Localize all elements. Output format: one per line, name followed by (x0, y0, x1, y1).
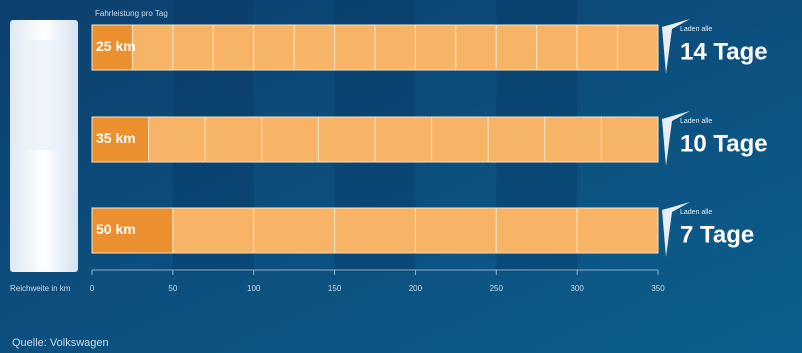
x-tick-label: 150 (328, 284, 342, 293)
segment (495, 24, 538, 71)
x-tick-label: 50 (168, 284, 177, 293)
x-tick-label: 100 (247, 284, 261, 293)
note: Laden alle (680, 118, 712, 125)
badge (662, 202, 690, 257)
segment (172, 24, 214, 71)
days-label: 7 Tage (680, 221, 754, 248)
segment (600, 116, 659, 163)
badge (662, 111, 690, 166)
segment (431, 116, 489, 163)
value-label: 35 km (96, 130, 136, 146)
segment (91, 116, 150, 163)
segment (131, 24, 174, 71)
value-label: 50 km (96, 221, 136, 237)
x-tick-label: 250 (490, 284, 504, 293)
segment (212, 24, 255, 71)
battery-detail (24, 40, 64, 150)
segment (172, 207, 255, 254)
x-tick-label: 200 (409, 284, 423, 293)
segment (293, 24, 336, 71)
x-axis-label: Reichweite in km (10, 284, 71, 293)
x-tick-label: 300 (570, 284, 584, 293)
segment (253, 24, 295, 71)
segment (495, 207, 578, 254)
segment (617, 24, 659, 71)
segment (414, 24, 457, 71)
segment (261, 116, 319, 163)
days-label: 10 Tage (680, 130, 768, 157)
segment (536, 24, 578, 71)
segment (317, 116, 376, 163)
segment (374, 24, 416, 71)
source: Quelle: Volkswagen (12, 337, 109, 349)
segment (544, 116, 602, 163)
segment (576, 207, 659, 254)
segment (204, 116, 263, 163)
days-label: 14 Tage (680, 38, 768, 65)
x-tick-label: 0 (90, 284, 95, 293)
segment (148, 116, 206, 163)
note: Laden alle (680, 209, 712, 216)
segment (576, 24, 619, 71)
segment (253, 207, 336, 254)
segment (374, 116, 433, 163)
value-label: 25 km (96, 38, 136, 54)
badge (662, 19, 690, 74)
x-tick-label: 350 (651, 284, 665, 293)
segment (334, 207, 416, 254)
segment (334, 24, 376, 71)
segment (455, 24, 497, 71)
segment (414, 207, 497, 254)
segment (91, 207, 174, 254)
chart-title: Fahrleistung pro Tag (95, 9, 168, 18)
note: Laden alle (680, 26, 712, 33)
segment (487, 116, 546, 163)
segment (91, 24, 133, 71)
